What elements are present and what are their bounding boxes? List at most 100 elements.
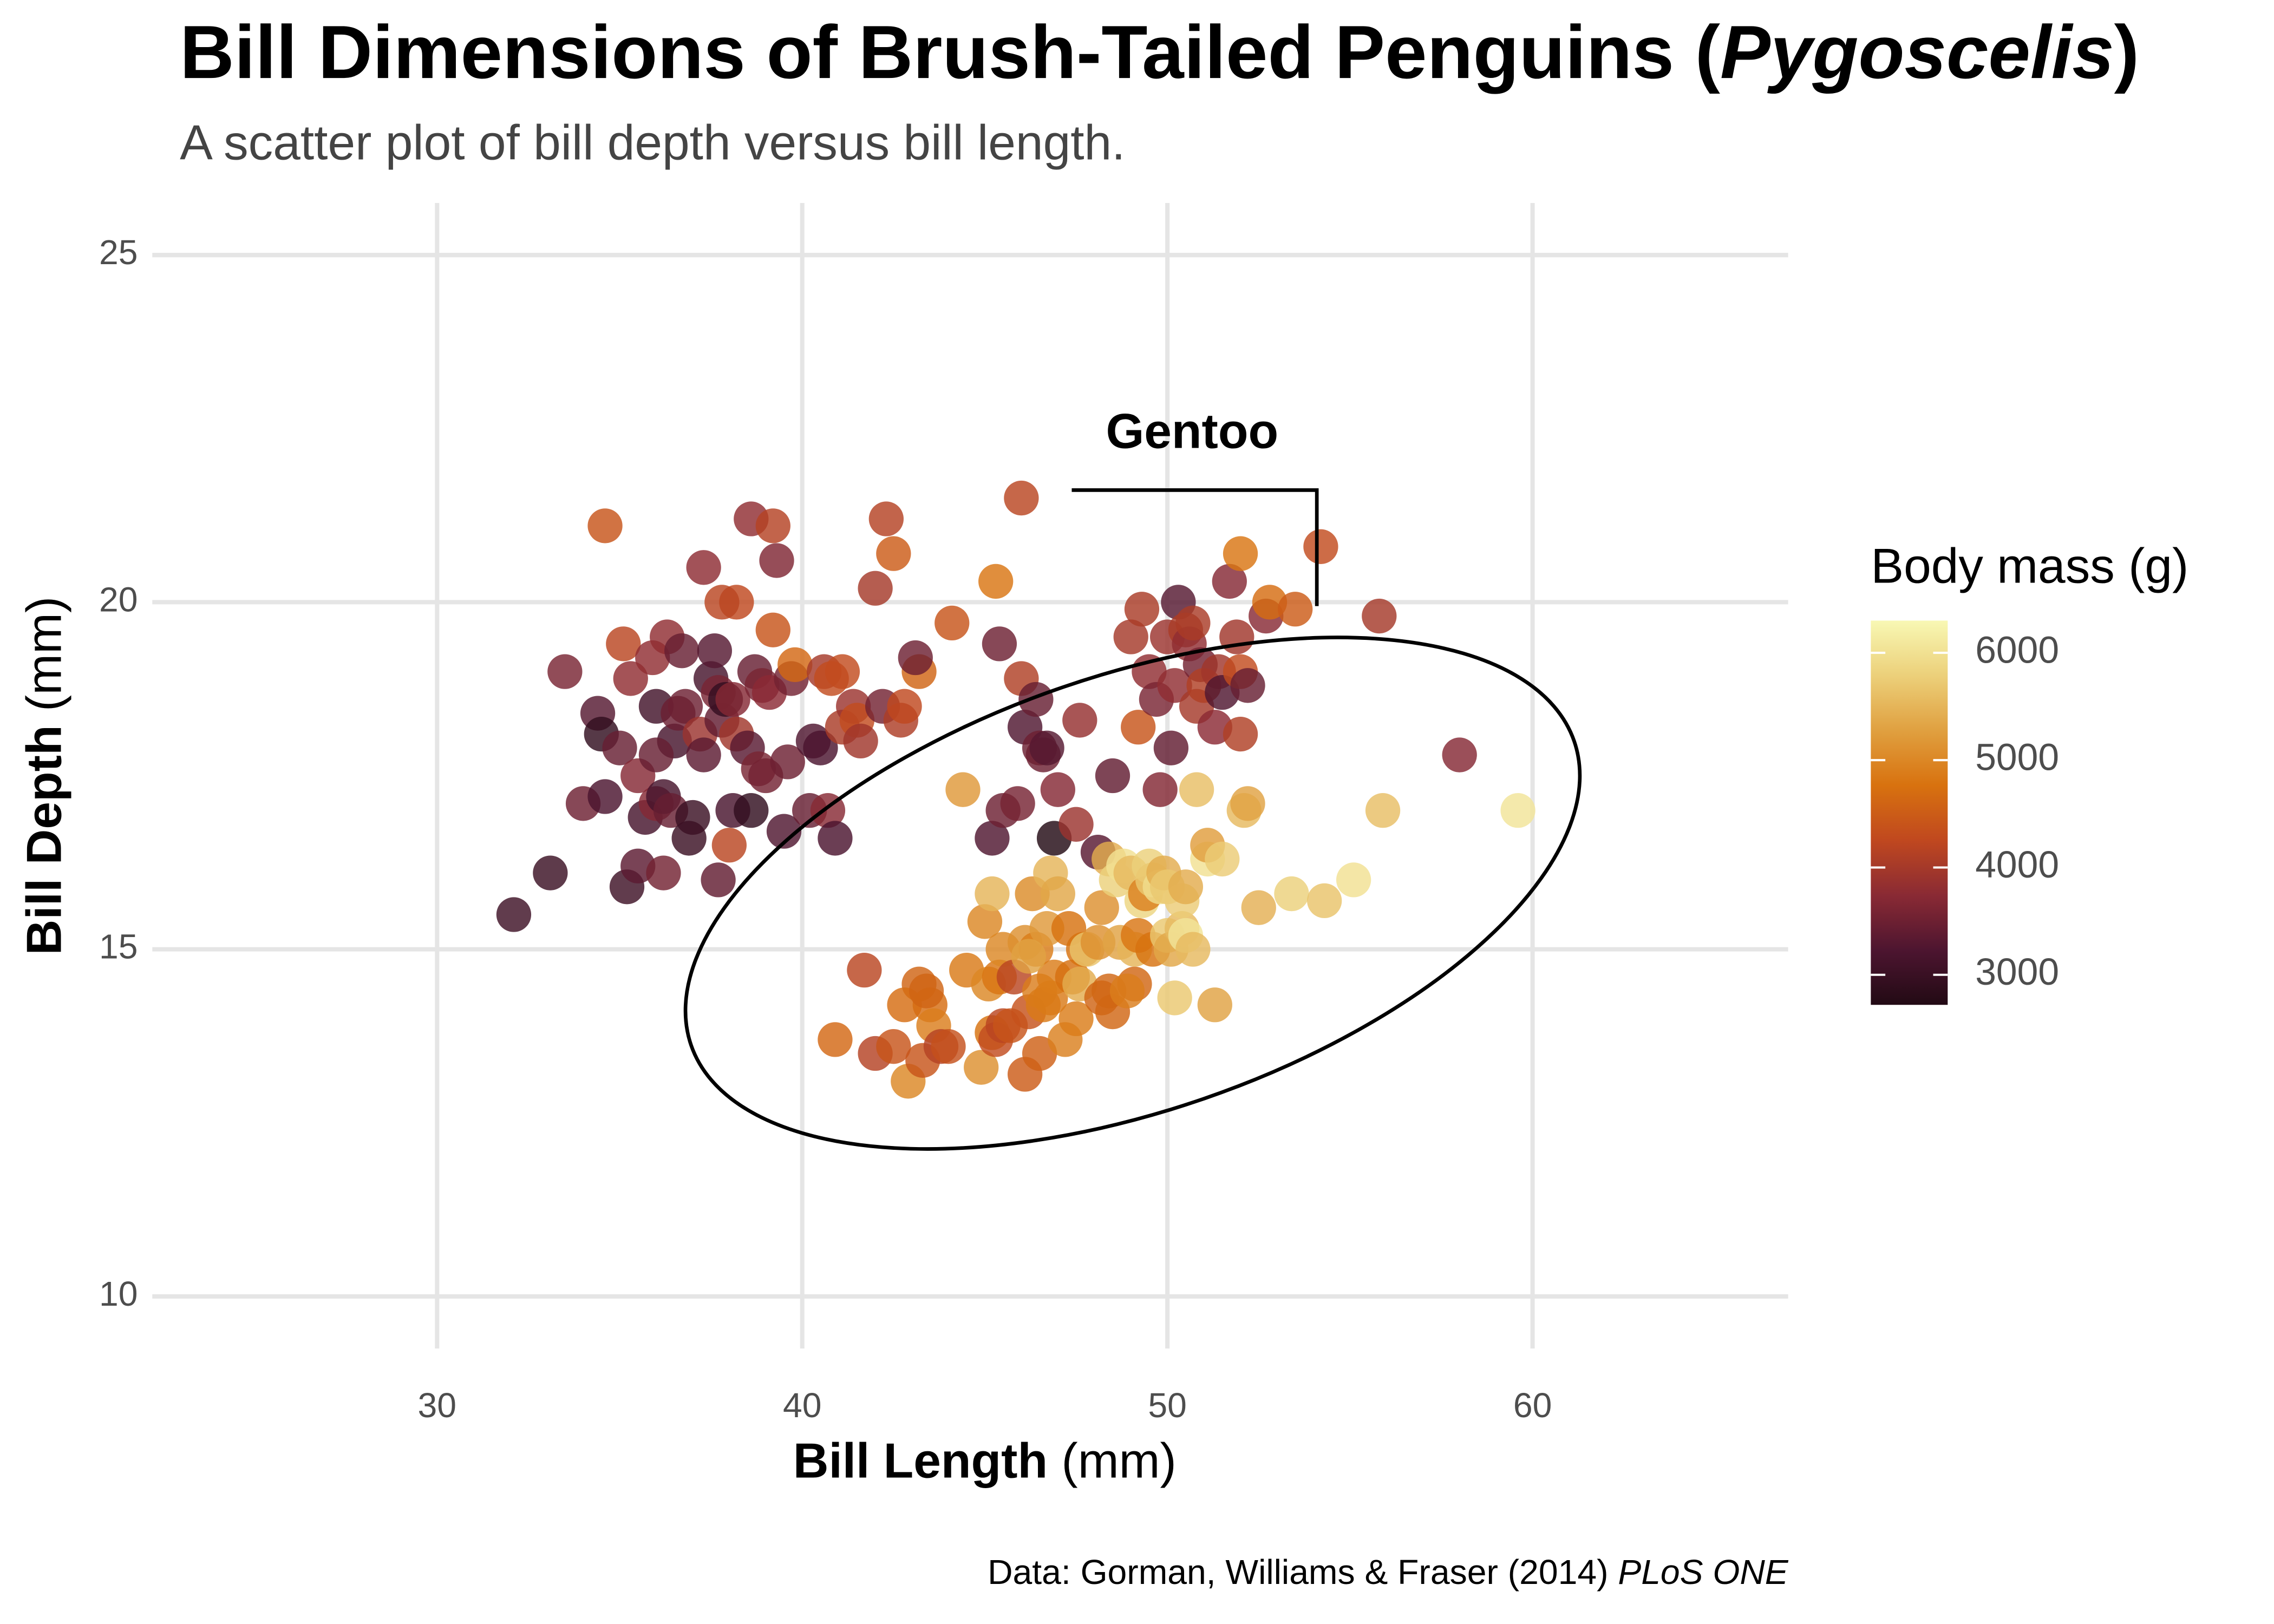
point: [818, 821, 853, 856]
point: [533, 855, 568, 890]
point: [1219, 619, 1254, 654]
y-tick-label: 10: [99, 1274, 138, 1313]
colorbar-tick-label: 5000: [1975, 736, 2059, 778]
point: [1040, 772, 1075, 807]
colorbar-tick-label: 3000: [1975, 951, 2059, 993]
point: [1274, 876, 1309, 912]
point: [847, 952, 882, 988]
axis-title-part: Bill Depth: [17, 725, 71, 955]
point: [945, 772, 981, 807]
colorbar-tick-label: 4000: [1975, 843, 2059, 886]
chart-title: Bill Dimensions of Brush-Tailed Penguins…: [180, 10, 2139, 94]
point: [931, 1029, 966, 1064]
colorbar-tick-label: 6000: [1975, 628, 2059, 671]
point: [715, 682, 750, 717]
point: [638, 737, 674, 772]
point: [664, 633, 700, 669]
point: [686, 550, 721, 585]
point: [898, 640, 933, 676]
point: [803, 730, 838, 765]
point: [770, 744, 805, 780]
point: [964, 1050, 999, 1085]
point: [868, 501, 904, 536]
point: [814, 661, 849, 696]
point: [1018, 682, 1054, 717]
point: [496, 897, 532, 932]
y-tick-label: 25: [99, 233, 138, 272]
point: [686, 737, 721, 772]
caption-part: PLoS ONE: [1618, 1553, 1788, 1592]
legend-title: Body mass (g): [1871, 539, 2188, 594]
point: [858, 571, 893, 606]
point: [1029, 730, 1064, 765]
point: [1121, 710, 1156, 745]
point: [1022, 1036, 1057, 1071]
point: [1157, 980, 1192, 1016]
caption-part: Data: Gorman, Williams & Fraser (2014): [988, 1553, 1618, 1592]
point: [1109, 973, 1145, 1009]
point: [887, 689, 922, 724]
point: [1157, 668, 1192, 703]
x-tick-label: 40: [783, 1386, 821, 1425]
point: [818, 1022, 853, 1057]
point: [1205, 841, 1240, 877]
point: [1175, 605, 1211, 641]
point: [1011, 939, 1047, 974]
point: [876, 1029, 911, 1064]
axis-title-part: Bill Length: [793, 1433, 1048, 1488]
x-tick-label: 50: [1148, 1386, 1186, 1425]
point: [704, 585, 740, 620]
point: [1365, 793, 1401, 828]
point: [587, 779, 623, 814]
point: [675, 800, 710, 835]
point: [547, 654, 583, 689]
x-axis-title: Bill Length (mm): [793, 1433, 1177, 1488]
point: [1168, 869, 1204, 905]
x-tick-label: 30: [418, 1386, 456, 1425]
point: [1175, 932, 1211, 967]
axis-title-part: (mm): [17, 597, 71, 725]
point: [975, 876, 1010, 912]
point: [1442, 737, 1477, 772]
point: [1223, 716, 1258, 752]
annotation: Gentoo: [1106, 404, 1278, 459]
title-part: ): [2114, 10, 2139, 94]
point: [1303, 529, 1338, 564]
point: [668, 689, 703, 724]
axis-title-part: (mm): [1048, 1433, 1177, 1488]
point: [1307, 883, 1342, 919]
point: [1230, 786, 1265, 821]
y-tick-label: 15: [99, 927, 138, 966]
point: [1230, 668, 1265, 703]
subtitle: A scatter plot of bill depth versus bill…: [180, 116, 1125, 171]
point: [646, 855, 681, 890]
point: [1153, 730, 1189, 765]
point: [1278, 592, 1313, 627]
point: [935, 605, 970, 641]
point: [1095, 758, 1131, 794]
y-axis-title: Bill Depth (mm): [17, 597, 71, 955]
point: [1362, 598, 1397, 634]
points: [496, 480, 1535, 1099]
point: [755, 612, 790, 647]
point: [975, 821, 1010, 856]
point: [1062, 703, 1097, 738]
point: [759, 543, 794, 578]
point: [1179, 772, 1214, 807]
point: [967, 904, 1003, 939]
point: [755, 508, 790, 543]
point: [1000, 786, 1035, 821]
point: [587, 508, 623, 543]
point: [978, 564, 1014, 599]
title-part: Pygoscelis: [1720, 10, 2114, 94]
point: [1004, 480, 1039, 516]
point: [1058, 807, 1094, 842]
colorbar-ticks: 3000 4000 5000 6000: [1871, 628, 2059, 993]
point: [734, 793, 769, 828]
point: [1084, 890, 1119, 925]
x-tick-label: 60: [1513, 1386, 1552, 1425]
point: [1113, 619, 1148, 654]
point: [602, 730, 637, 765]
point: [1500, 793, 1535, 828]
